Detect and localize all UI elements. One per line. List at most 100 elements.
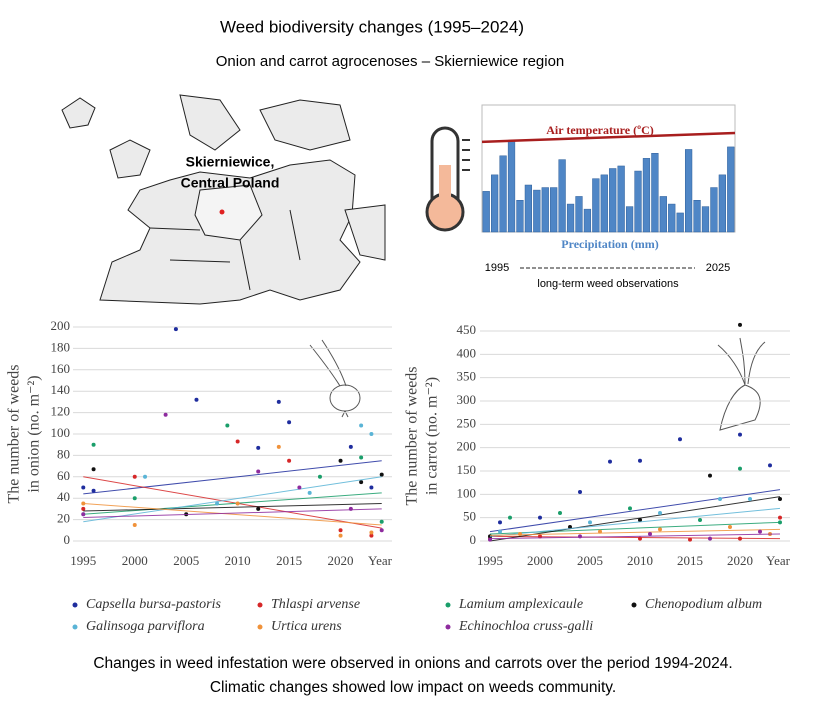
x-tick-label: 2010 <box>225 553 251 568</box>
bar <box>609 168 617 233</box>
data-point <box>379 472 384 477</box>
data-point <box>132 474 137 479</box>
y-tick-label: 200 <box>457 439 477 454</box>
data-point <box>369 533 374 538</box>
x-tick-label: 1995 <box>70 553 96 568</box>
legend-marker <box>72 602 78 608</box>
y-tick-label: 250 <box>457 415 477 430</box>
title: Weed biodiversity changes (1995–2024) <box>220 17 524 36</box>
trend-line <box>83 460 382 495</box>
data-point <box>379 528 384 533</box>
y-tick-label: 100 <box>51 425 71 440</box>
data-point <box>287 458 292 463</box>
location-dot <box>219 209 225 215</box>
data-point <box>215 501 220 506</box>
data-point <box>578 490 582 494</box>
subtitle: Onion and carrot agrocenoses – Skierniew… <box>216 53 565 70</box>
y-tick-label: 450 <box>457 322 477 337</box>
data-point <box>194 397 199 402</box>
x-tick-label: 2015 <box>276 553 302 568</box>
bar <box>693 200 701 233</box>
data-point <box>307 490 312 495</box>
data-point <box>132 496 137 501</box>
x-tick-label: 1995 <box>477 553 503 568</box>
bar <box>659 196 667 233</box>
bar <box>634 170 642 233</box>
data-point <box>81 501 86 506</box>
data-point <box>369 432 374 436</box>
bar <box>491 174 499 233</box>
data-point <box>276 399 281 404</box>
legend-label: Thlaspi arvense <box>271 597 360 612</box>
data-point <box>488 537 492 542</box>
y-tick-label: 0 <box>470 532 477 547</box>
bar <box>701 206 710 233</box>
bar <box>642 158 651 233</box>
bar <box>676 212 684 233</box>
data-point <box>588 520 592 525</box>
data-point <box>718 497 722 501</box>
bar <box>566 203 575 233</box>
y-axis-label: The number of weeds <box>6 364 23 503</box>
data-point <box>498 520 502 525</box>
data-point <box>348 444 353 449</box>
data-point <box>317 474 322 479</box>
data-point <box>628 506 632 511</box>
legend-label: Chenopodium album <box>645 597 762 612</box>
data-point <box>538 534 542 539</box>
caption: Climatic changes showed low impact on we… <box>210 679 616 696</box>
data-point <box>276 444 281 449</box>
y-tick-label: 60 <box>57 468 70 483</box>
data-point <box>369 485 374 490</box>
data-point <box>538 515 542 520</box>
bar <box>550 187 558 233</box>
y-tick-label: 400 <box>457 345 477 360</box>
data-point <box>173 327 178 332</box>
data-point <box>338 528 343 533</box>
y-tick-label: 160 <box>51 361 71 376</box>
x-tick-label: 1995 <box>485 262 509 274</box>
data-point <box>778 497 782 501</box>
data-point <box>81 506 86 511</box>
trend-line <box>489 528 781 536</box>
y-tick-label: 180 <box>51 339 71 354</box>
trend-line <box>83 503 382 526</box>
data-point <box>256 506 261 511</box>
map-label: Central Poland <box>181 175 280 191</box>
y-axis-label: in carrot (no. m⁻²) <box>424 377 441 495</box>
y-tick-label: 80 <box>57 446 70 461</box>
trend-line <box>83 476 382 529</box>
data-point <box>658 527 662 532</box>
y-tick-label: 300 <box>457 392 477 407</box>
data-point <box>708 473 712 478</box>
bar <box>482 191 490 233</box>
series-label: Air temperature (ºC) <box>546 123 653 137</box>
trend-line <box>83 503 382 512</box>
legend-marker <box>631 602 637 608</box>
x-axis-label: Year <box>368 553 393 568</box>
data-point <box>738 322 742 327</box>
y-tick-label: 120 <box>51 404 71 419</box>
data-point <box>91 488 96 493</box>
bar <box>558 159 566 233</box>
climate-frame <box>481 104 736 233</box>
x-axis-label: long-term weed observations <box>537 278 679 290</box>
onion-icon <box>309 339 361 418</box>
series-label: Precipitation (mm) <box>561 237 658 251</box>
x-tick-label: 2000 <box>527 553 553 568</box>
data-point <box>778 515 782 520</box>
data-point <box>235 439 240 444</box>
data-point <box>91 442 96 447</box>
bar <box>524 184 533 233</box>
data-point <box>225 423 230 428</box>
trend-line <box>83 492 382 515</box>
bar <box>625 206 634 233</box>
bar <box>684 149 693 233</box>
data-point <box>163 412 168 417</box>
y-tick-label: 350 <box>457 369 477 384</box>
legend-marker <box>72 624 78 630</box>
data-point <box>738 466 742 471</box>
x-tick-label: 2005 <box>173 553 199 568</box>
data-point <box>359 480 364 485</box>
